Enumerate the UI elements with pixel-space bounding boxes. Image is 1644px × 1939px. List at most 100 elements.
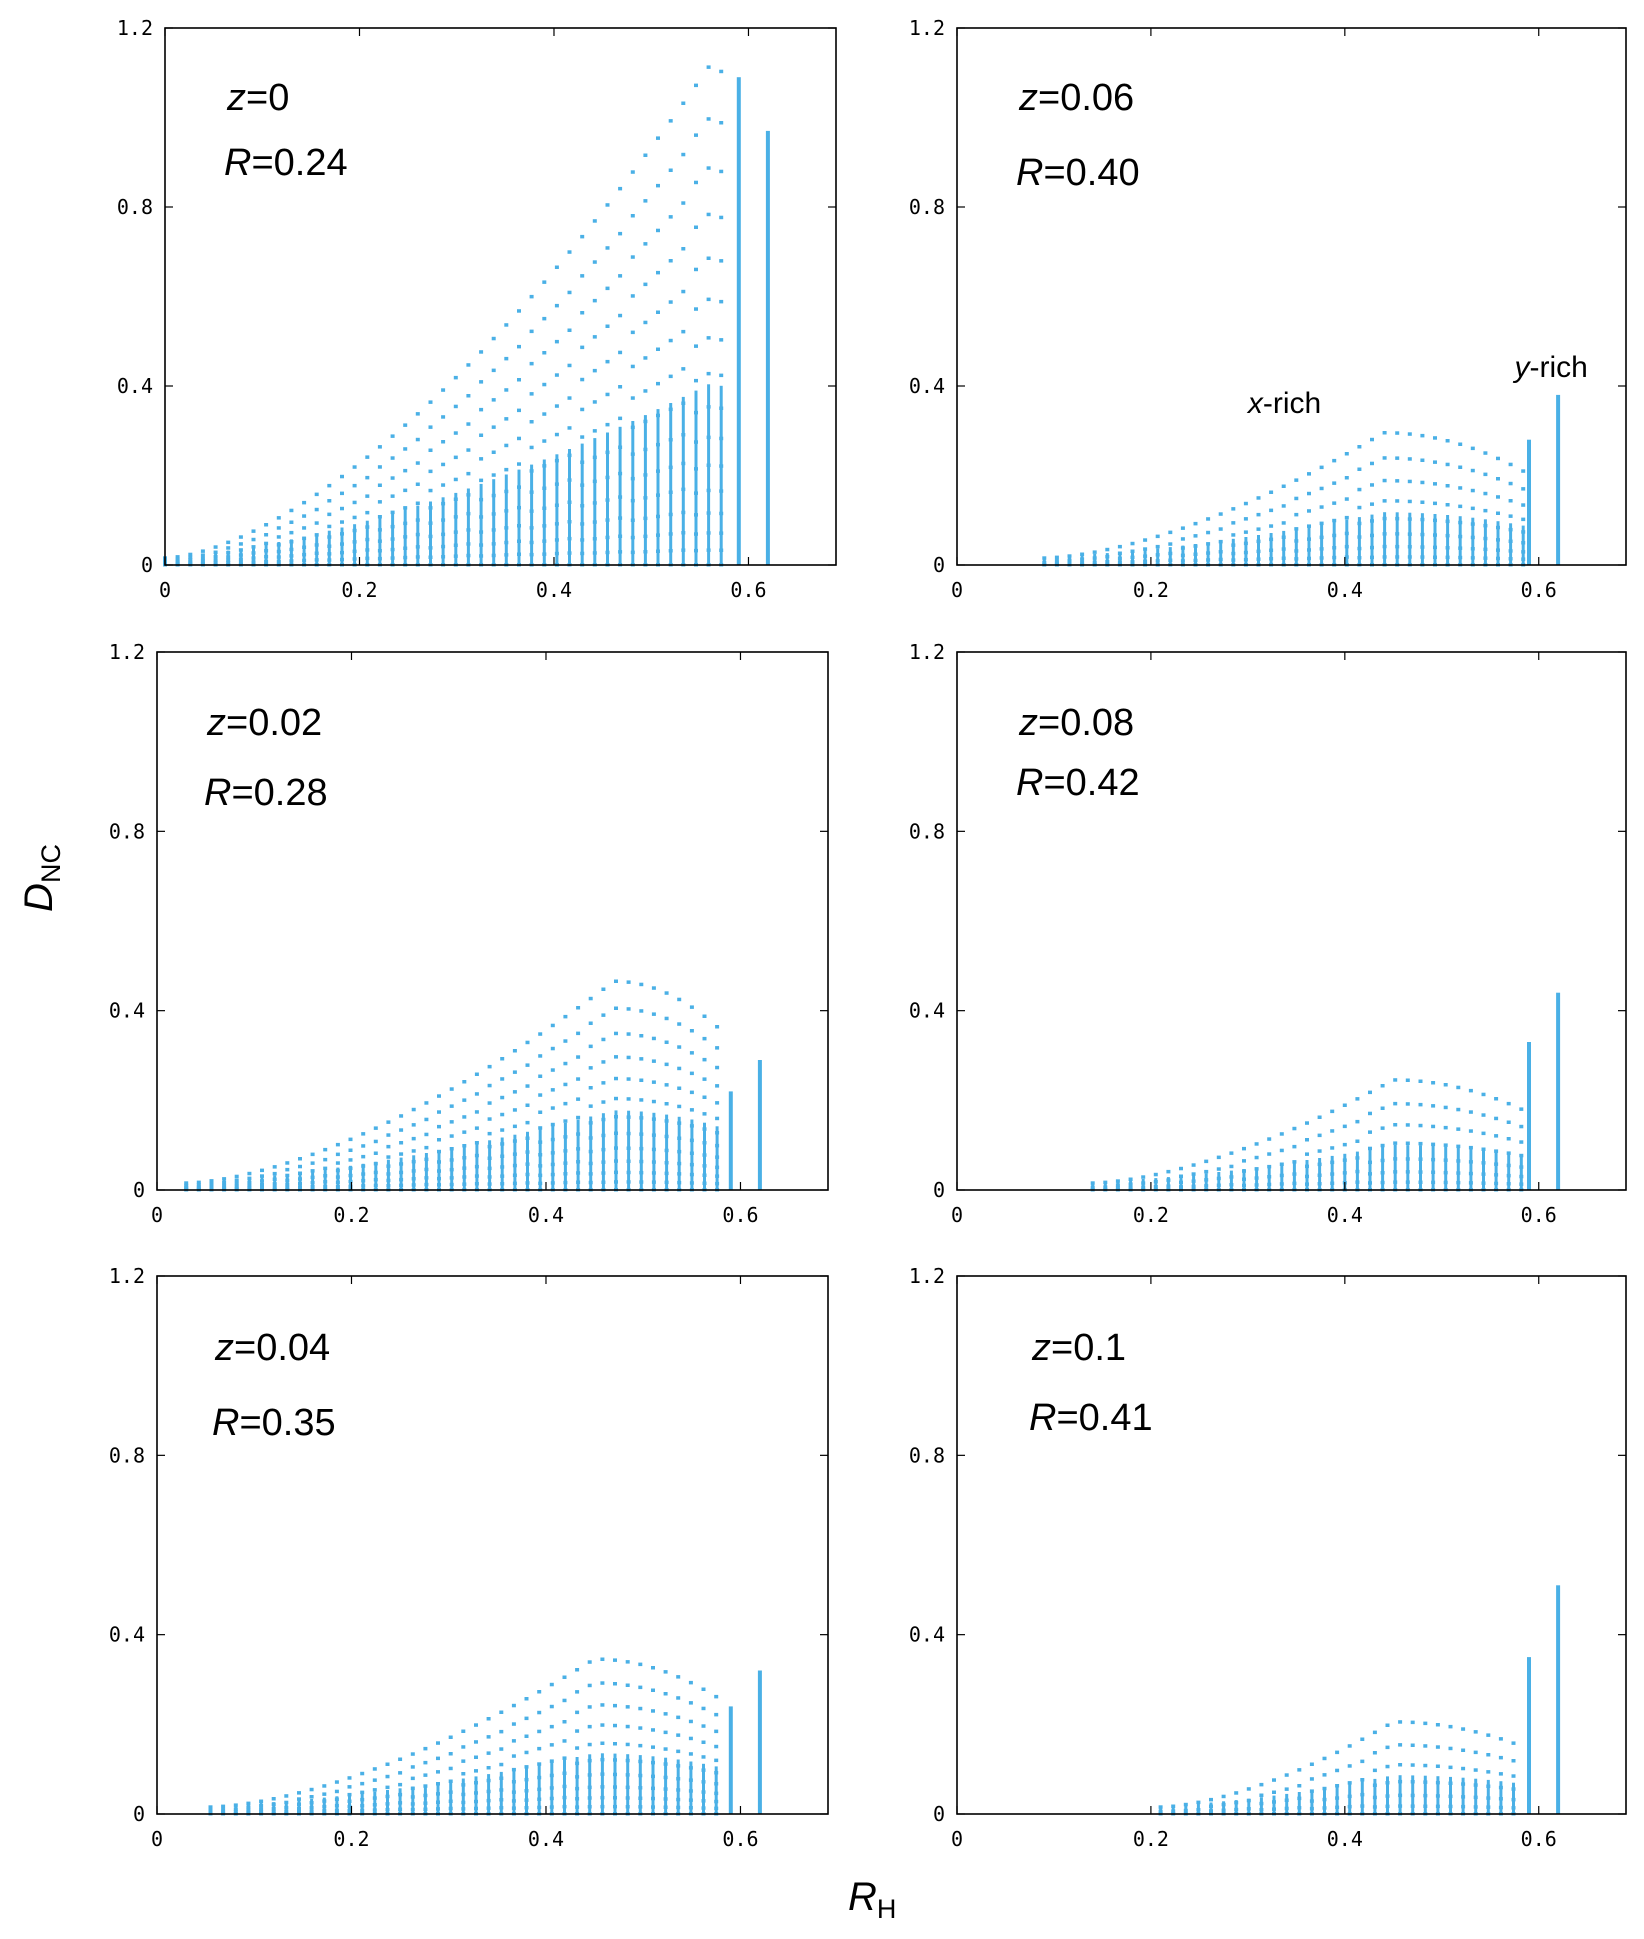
- data-point: [613, 1658, 617, 1662]
- data-column: [1335, 1785, 1339, 1814]
- data-point: [491, 368, 496, 373]
- data-point: [310, 1169, 315, 1173]
- data-column: [323, 1169, 327, 1190]
- data-point: [529, 294, 534, 299]
- data-column: [757, 1670, 762, 1814]
- data-point: [424, 1117, 429, 1122]
- data-point: [436, 1756, 440, 1761]
- data-column: [1456, 1147, 1460, 1190]
- y-tick-label: 1.2: [117, 16, 153, 40]
- data-point: [1521, 503, 1526, 507]
- data-column: [1446, 515, 1450, 565]
- data-column: [1527, 439, 1531, 565]
- data-point: [706, 117, 711, 121]
- data-point: [512, 1090, 517, 1094]
- data-point: [208, 1805, 213, 1809]
- data-point: [1410, 1720, 1415, 1725]
- data-point: [550, 1068, 555, 1072]
- data-point: [668, 215, 673, 219]
- data-point: [1204, 1169, 1209, 1174]
- data-point: [600, 1723, 605, 1727]
- data-column: [1395, 512, 1399, 565]
- data-point: [538, 1032, 543, 1036]
- data-point: [398, 1771, 403, 1775]
- data-point: [238, 535, 243, 539]
- data-column: [714, 1766, 718, 1814]
- data-point: [1158, 1805, 1163, 1809]
- data-point: [1481, 1113, 1486, 1117]
- data-point: [651, 1728, 655, 1732]
- data-column: [1272, 1795, 1276, 1814]
- data-point: [688, 1752, 693, 1756]
- data-point: [537, 1710, 542, 1715]
- data-point: [1380, 1143, 1385, 1148]
- data-point: [1206, 517, 1211, 521]
- data-point: [411, 1136, 416, 1141]
- data-point: [715, 1084, 720, 1088]
- data-point: [327, 483, 332, 488]
- data-point: [1494, 1134, 1499, 1138]
- data-point: [423, 1760, 428, 1765]
- data-point: [719, 299, 724, 304]
- data-point: [1456, 1144, 1461, 1149]
- data-point: [524, 1734, 529, 1738]
- data-point: [1385, 1764, 1390, 1769]
- data-point: [1431, 1104, 1436, 1108]
- r-label-value: =0.40: [1043, 152, 1139, 194]
- data-column: [677, 1116, 681, 1190]
- data-point: [1307, 524, 1311, 528]
- data-point: [487, 1064, 492, 1069]
- data-point: [1494, 1149, 1499, 1153]
- data-point: [289, 508, 294, 513]
- data-point: [618, 385, 623, 389]
- data-point: [694, 83, 698, 88]
- data-point: [1292, 1160, 1297, 1164]
- data-point: [1117, 544, 1122, 549]
- data-point: [1433, 501, 1437, 506]
- plot-frame: [156, 1275, 829, 1815]
- y-tick-label: 0.4: [117, 374, 153, 398]
- data-point: [271, 1797, 276, 1801]
- data-point: [360, 1790, 365, 1795]
- data-point: [1309, 1762, 1314, 1766]
- data-point: [542, 412, 547, 416]
- data-point: [428, 488, 433, 493]
- data-point: [651, 1666, 655, 1670]
- data-point: [512, 1049, 517, 1053]
- data-point: [462, 1080, 467, 1084]
- data-point: [347, 1785, 352, 1789]
- data-point: [428, 425, 433, 429]
- data-column: [361, 1163, 365, 1190]
- data-point: [605, 324, 610, 328]
- y-tick-label: 0.8: [909, 819, 945, 843]
- data-point: [1433, 460, 1437, 464]
- data-column: [538, 1128, 542, 1190]
- data-point: [1498, 1737, 1503, 1741]
- data-point: [377, 445, 382, 449]
- data-point: [1297, 1768, 1302, 1772]
- data-point: [233, 1803, 238, 1807]
- data-point: [1335, 1768, 1340, 1773]
- data-point: [656, 347, 660, 351]
- data-point: [428, 400, 433, 404]
- data-point: [1498, 1755, 1503, 1760]
- data-point: [1418, 1079, 1423, 1083]
- plot-frame: [956, 651, 1627, 1191]
- data-column: [475, 1143, 479, 1190]
- data-point: [1216, 1167, 1221, 1171]
- data-point: [1297, 1784, 1302, 1788]
- data-point: [714, 1744, 719, 1749]
- data-point: [372, 1767, 377, 1771]
- data-point: [302, 526, 307, 530]
- data-point: [453, 375, 458, 380]
- data-point: [1431, 1124, 1436, 1129]
- data-point: [1267, 1137, 1272, 1141]
- data-point: [601, 1060, 606, 1064]
- data-point: [694, 267, 698, 272]
- data-point: [719, 121, 724, 125]
- data-point: [719, 338, 724, 342]
- data-point: [1128, 1177, 1133, 1181]
- data-point: [398, 1782, 403, 1787]
- data-point: [605, 359, 610, 364]
- data-point: [1508, 481, 1513, 486]
